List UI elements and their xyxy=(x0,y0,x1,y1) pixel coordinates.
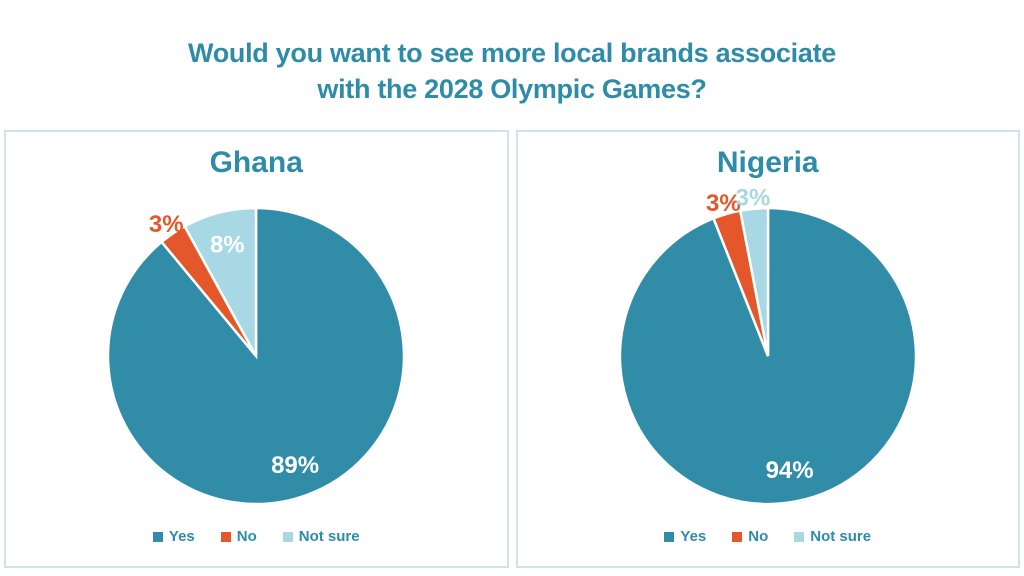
legend-item-not-sure: Not sure xyxy=(282,528,360,545)
legend-item-yes: Yes xyxy=(664,528,706,545)
data-label-no: 3% xyxy=(706,190,741,217)
chart-panel-nigeria: Nigeria 94% 3% 3% Yes No Not sure xyxy=(515,130,1020,568)
page-title-line2: with the 2028 Olympic Games? xyxy=(317,73,707,104)
chart-title-nigeria: Nigeria xyxy=(716,146,819,179)
legend-swatch-yes xyxy=(664,531,675,542)
legend-label-not-sure: Not sure xyxy=(810,528,872,545)
data-label-no: 3% xyxy=(149,211,184,238)
pie-slice-not-sure xyxy=(183,206,258,357)
pie-slice-not-sure xyxy=(738,206,769,357)
legend-swatch-yes xyxy=(152,531,163,542)
data-label-yes: 94% xyxy=(765,457,813,484)
legend-item-no: No xyxy=(220,528,257,545)
chart-panels: Ghana 89% 3% 8% Yes No Not sure Nigeria 94% 3… xyxy=(4,130,1020,568)
legend-label-yes: Yes xyxy=(168,528,195,545)
pie-chart-ghana: 89% 3% 8% xyxy=(106,206,406,506)
legend-item-not-sure: Not sure xyxy=(794,528,871,545)
legend-swatch-no xyxy=(732,531,743,542)
legend-label-no: No xyxy=(748,528,769,545)
chart-title-ghana: Ghana xyxy=(209,146,303,179)
page-title: Would you want to see more local brands … xyxy=(0,36,1024,107)
legend-label-yes: Yes xyxy=(680,528,707,545)
pie-chart-nigeria: 94% 3%3% xyxy=(618,184,917,506)
data-label-not-sure: 8% xyxy=(210,232,245,259)
legend-item-no: No xyxy=(732,528,768,545)
legend-swatch-not-sure xyxy=(282,531,293,542)
legend-swatch-no xyxy=(220,531,231,542)
legend-item-yes: Yes xyxy=(152,528,195,545)
page-title-line1: Would you want to see more local brands … xyxy=(188,38,836,68)
data-label-not-sure: 3% xyxy=(735,184,770,211)
data-label-yes: 89% xyxy=(271,452,319,479)
legend-label-not-sure: Not sure xyxy=(298,528,360,545)
chart-legend-nigeria: Yes No Not sure xyxy=(518,528,1019,545)
legend-swatch-not-sure xyxy=(794,531,805,542)
chart-legend-ghana: Yes No Not sure xyxy=(6,528,507,545)
legend-label-no: No xyxy=(236,528,257,545)
chart-panel-ghana: Ghana 89% 3% 8% Yes No Not sure xyxy=(4,130,509,568)
